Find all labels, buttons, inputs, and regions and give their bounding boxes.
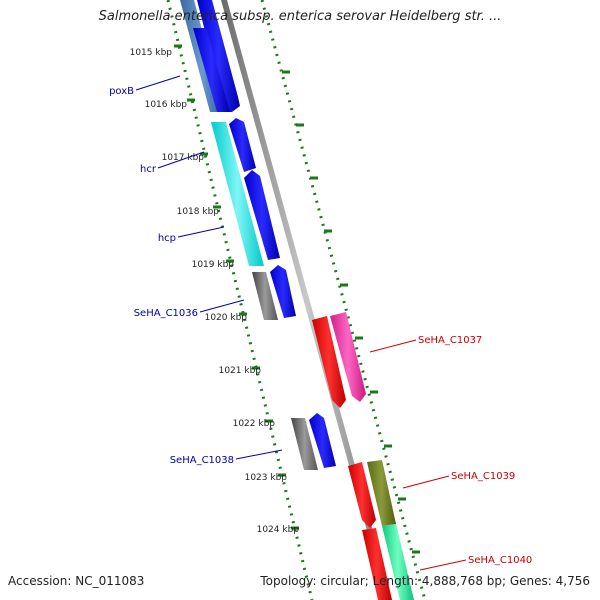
gene-red-1040 [362,528,392,600]
kbp-label-1023: 1023 kbp [245,473,288,483]
leader-1037 [369,339,417,353]
kbp-label-1015: 1015 kbp [130,48,173,58]
gene-red-1039 [348,462,376,528]
leader-poxB [135,75,181,91]
kbp-label-1020: 1020 kbp [205,313,248,323]
kbp-label-1022: 1022 kbp [233,419,276,429]
kbp-label-1016: 1016 kbp [145,100,188,110]
kbp-label-1018: 1018 kbp [177,207,220,217]
accession-text: Accession: NC_011083 [8,574,145,588]
gene-cyan-hcr [211,122,264,266]
gene-blue-hcp [244,170,280,260]
gene-olive-1039 [367,460,396,526]
gene-label-SeHA_C1036[interactable]: SeHA_C1036 [134,308,198,319]
kbp-label-1019: 1019 kbp [192,260,235,270]
gene-label-SeHA_C1037[interactable]: SeHA_C1037 [418,335,482,346]
leader-1038 [235,449,283,460]
kbp-label-1021: 1021 kbp [219,366,262,376]
map-title: Salmonella enterica subsp. enterica sero… [98,9,502,24]
leader-hcr [157,151,205,169]
gene-label-SeHA_C1039[interactable]: SeHA_C1039 [451,471,515,482]
gene-label-hcp[interactable]: hcp [158,233,176,244]
gene-pink-1037 [330,312,366,402]
leader-hcp [177,226,225,238]
kbp-label-1024: 1024 kbp [257,525,300,535]
kbp-label-1017: 1017 kbp [162,153,205,163]
gene-label-hcr[interactable]: hcr [140,164,157,175]
gene-red-1037 [312,316,346,408]
gene-label-poxB[interactable]: poxB [109,86,134,97]
leader-1039 [402,475,450,489]
left-major-ticks [174,44,299,530]
gene-label-SeHA_C1038[interactable]: SeHA_C1038 [170,455,234,466]
gene-blue-1036 [270,265,296,318]
gene-blue-1016 [229,118,256,172]
topology-text: Topology: circular; Length: 4,888,768 bp… [260,574,590,588]
gene-blue-1038 [309,413,336,468]
gene-gray-1036 [252,272,278,320]
leader-1040 [419,559,467,571]
leader-1036 [199,299,245,313]
gene-mint-1040 [382,524,414,600]
right-major-ticks [282,70,420,554]
gene-gray-1038 [291,418,318,470]
gene-blue-1016b [193,28,230,112]
backbone [221,0,392,600]
gene-blue-1015 [197,0,240,112]
gene-label-SeHA_C1040[interactable]: SeHA_C1040 [468,555,532,566]
